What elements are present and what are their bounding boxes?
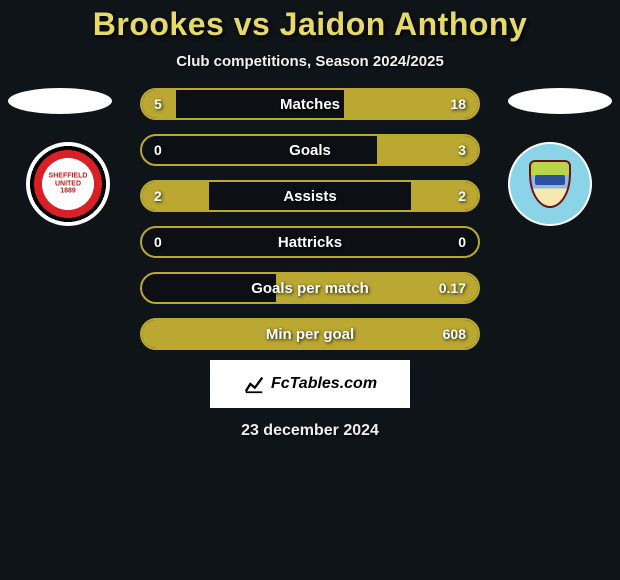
stat-value-right: 608 xyxy=(443,326,466,342)
stat-value-right: 2 xyxy=(458,188,466,204)
page-title: Brookes vs Jaidon Anthony xyxy=(0,6,620,43)
stat-label: Goals per match xyxy=(251,280,369,297)
chart-icon xyxy=(243,373,265,395)
date-label: 23 december 2024 xyxy=(0,422,620,440)
stat-row: 0 Hattricks 0 xyxy=(140,226,480,258)
stat-row: Min per goal 608 xyxy=(140,318,480,350)
stat-label: Hattricks xyxy=(278,234,342,251)
stat-row: 2 Assists 2 xyxy=(140,180,480,212)
club-badge-right-shield xyxy=(529,160,571,208)
stat-value-right: 18 xyxy=(450,96,466,112)
club-badge-left-label: SHEFFIELDUNITED1889 xyxy=(49,172,88,195)
brand-box[interactable]: FcTables.com xyxy=(210,360,410,408)
player-right-ellipse xyxy=(508,88,612,114)
stat-value-left: 0 xyxy=(154,142,162,158)
subtitle: Club competitions, Season 2024/2025 xyxy=(0,53,620,70)
stat-value-right: 0 xyxy=(458,234,466,250)
stat-row: Goals per match 0.17 xyxy=(140,272,480,304)
stat-bar-left xyxy=(142,182,209,210)
brand-label: FcTables.com xyxy=(271,375,377,393)
club-badge-right xyxy=(508,142,592,226)
stat-value-left: 0 xyxy=(154,234,162,250)
stat-value-right: 3 xyxy=(458,142,466,158)
player-left-ellipse xyxy=(8,88,112,114)
stat-label: Goals xyxy=(289,142,331,159)
comparison-card: Brookes vs Jaidon Anthony Club competiti… xyxy=(0,0,620,440)
stat-label: Min per goal xyxy=(266,326,354,343)
stat-row: 5 Matches 18 xyxy=(140,88,480,120)
stat-value-left: 5 xyxy=(154,96,162,112)
club-badge-left: SHEFFIELDUNITED1889 xyxy=(26,142,110,226)
stat-bar-right xyxy=(411,182,478,210)
stat-rows: 5 Matches 18 0 Goals 3 2 Assists 2 0 Hattricks 0 Goa… xyxy=(140,88,480,350)
stat-value-right: 0.17 xyxy=(439,280,466,296)
stat-row: 0 Goals 3 xyxy=(140,134,480,166)
stat-value-left: 2 xyxy=(154,188,162,204)
stat-label: Matches xyxy=(280,96,340,113)
stat-label: Assists xyxy=(283,188,336,205)
stats-area: SHEFFIELDUNITED1889 5 Matches 18 0 Goals 3 2 As… xyxy=(0,88,620,348)
